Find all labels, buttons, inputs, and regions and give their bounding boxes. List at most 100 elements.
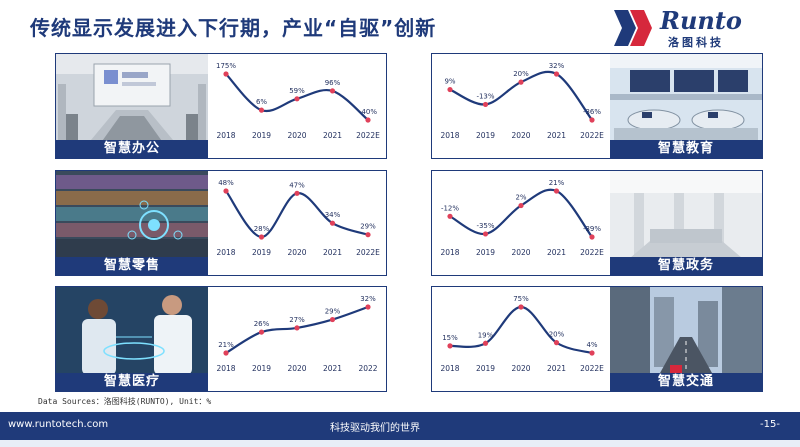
x-tick-label: 2019 (476, 131, 495, 140)
data-point (482, 101, 489, 108)
data-label: 34% (325, 211, 341, 219)
data-point (589, 117, 595, 123)
x-tick-label: 2018 (440, 131, 459, 140)
data-point (447, 343, 453, 349)
panel-smart-education: 9% 2018 -13% 2019 20% 2020 32% 2021 -36% 2022E 智慧… (431, 53, 763, 159)
x-tick-label: 2019 (476, 248, 495, 257)
data-point (482, 340, 489, 346)
panel-smart-government: -12% 2018 -35% 2019 2% 2020 21% 2021 -39% 2022E 智… (431, 170, 763, 276)
data-point (447, 213, 453, 219)
data-label: 20% (513, 70, 529, 78)
data-point (482, 231, 489, 237)
data-point (518, 79, 524, 85)
series-line (449, 305, 593, 355)
x-tick-label: 2019 (252, 364, 271, 373)
data-label: -39% (583, 225, 601, 233)
data-point (223, 350, 229, 356)
data-label: 2% (515, 194, 526, 202)
data-point (329, 220, 336, 226)
x-tick-label: 2021 (323, 248, 342, 257)
data-label: 29% (360, 223, 376, 231)
data-label: 21% (218, 341, 234, 349)
retail-growth-chart: 48% 2018 28% 2019 47% 2020 34% 2021 29% 2022E (208, 171, 386, 275)
x-tick-label: 2020 (511, 364, 530, 373)
panel-smart-transportation: 15% 2018 19% 2019 75% 2020 20% 2021 4% 2022E 智慧交通 (431, 286, 763, 392)
page-number: -15- (760, 419, 780, 430)
data-point (553, 71, 560, 77)
footer-strip (0, 440, 800, 447)
data-source-note: Data Sources：洛图科技(RUNTO), Unit：% (38, 397, 212, 406)
data-label: 32% (549, 62, 565, 70)
x-tick-label: 2022E (356, 248, 380, 257)
x-tick-label: 2022E (356, 131, 380, 140)
panel-smart-retail: 48% 2018 28% 2019 47% 2020 34% 2021 29% 2022E 智慧零… (55, 170, 387, 276)
x-tick-label: 2021 (547, 248, 566, 257)
x-tick-label: 2020 (287, 364, 306, 373)
panel-smart-office: 175% 2018 6% 2019 59% 2020 96% 2021 -40% 2022E 智慧… (55, 53, 387, 159)
x-tick-label: 2018 (440, 364, 459, 373)
data-point (294, 190, 300, 196)
data-point (294, 325, 300, 331)
company-logo: Runto 洛图科技 (610, 6, 780, 49)
data-label: 29% (325, 308, 341, 316)
data-label: 15% (442, 334, 458, 342)
data-point (553, 188, 560, 194)
data-label: 27% (289, 316, 305, 324)
panel-caption: 智慧零售 (56, 257, 208, 275)
data-label: 96% (325, 79, 341, 87)
footer-website-link[interactable]: www.runtotech.com (8, 419, 109, 430)
x-tick-label: 2018 (216, 364, 235, 373)
transportation-growth-chart: 15% 2018 19% 2019 75% 2020 20% 2021 4% 2022E (432, 287, 610, 391)
footer-bar: www.runtotech.com 科技驱动我们的世界 -15- (0, 412, 800, 440)
data-label: 48% (218, 179, 234, 187)
x-tick-label: 2021 (323, 131, 342, 140)
data-point (365, 232, 371, 238)
education-growth-chart: 9% 2018 -13% 2019 20% 2020 32% 2021 -36% 2022E (432, 54, 610, 158)
data-point (294, 96, 300, 102)
data-label: 6% (256, 98, 267, 106)
series-line (225, 190, 369, 239)
data-point (258, 234, 265, 240)
data-label: 47% (289, 181, 305, 189)
x-tick-label: 2020 (287, 248, 306, 257)
logo-chinese-name: 洛图科技 (668, 36, 724, 49)
x-tick-label: 2022E (580, 248, 604, 257)
data-label: 32% (360, 295, 376, 303)
footer-slogan: 科技驱动我们的世界 (330, 423, 420, 434)
data-label: 75% (513, 295, 529, 303)
data-point (365, 117, 371, 123)
data-point (553, 340, 560, 346)
x-tick-label: 2020 (511, 131, 530, 140)
panel-smart-healthcare: 21% 2018 26% 2019 27% 2020 29% 2021 32% 2022 智慧医疗 (55, 286, 387, 392)
page-title: 传统显示发展进入下行期，产业“自驱”创新 (30, 16, 437, 40)
government-growth-chart: -12% 2018 -35% 2019 2% 2020 21% 2021 -39% 2022E (432, 171, 610, 275)
x-tick-label: 2018 (440, 248, 459, 257)
data-label: 9% (444, 78, 455, 86)
data-point (258, 107, 265, 113)
x-tick-label: 2022 (358, 364, 377, 373)
data-point (329, 316, 336, 323)
x-tick-label: 2020 (511, 248, 530, 257)
x-tick-label: 2022E (580, 364, 604, 373)
data-point (223, 188, 229, 194)
data-label: 20% (549, 331, 565, 339)
x-tick-label: 2019 (252, 248, 271, 257)
x-tick-label: 2021 (547, 131, 566, 140)
data-point (589, 350, 595, 356)
data-label: 59% (289, 87, 305, 95)
x-tick-label: 2021 (547, 364, 566, 373)
data-label: -35% (476, 222, 494, 230)
x-tick-label: 2022E (580, 131, 604, 140)
panel-caption: 智慧交通 (610, 373, 762, 391)
healthcare-growth-chart: 21% 2018 26% 2019 27% 2020 29% 2021 32% 2022 (208, 287, 386, 391)
data-point (223, 71, 229, 77)
data-label: -40% (359, 108, 377, 116)
x-tick-label: 2019 (476, 364, 495, 373)
data-label: -12% (441, 204, 459, 212)
data-point (329, 88, 336, 94)
x-tick-label: 2018 (216, 248, 235, 257)
series-line (449, 70, 593, 121)
panel-caption: 智慧教育 (610, 140, 762, 158)
data-label: 21% (549, 179, 565, 187)
x-tick-label: 2018 (216, 131, 235, 140)
